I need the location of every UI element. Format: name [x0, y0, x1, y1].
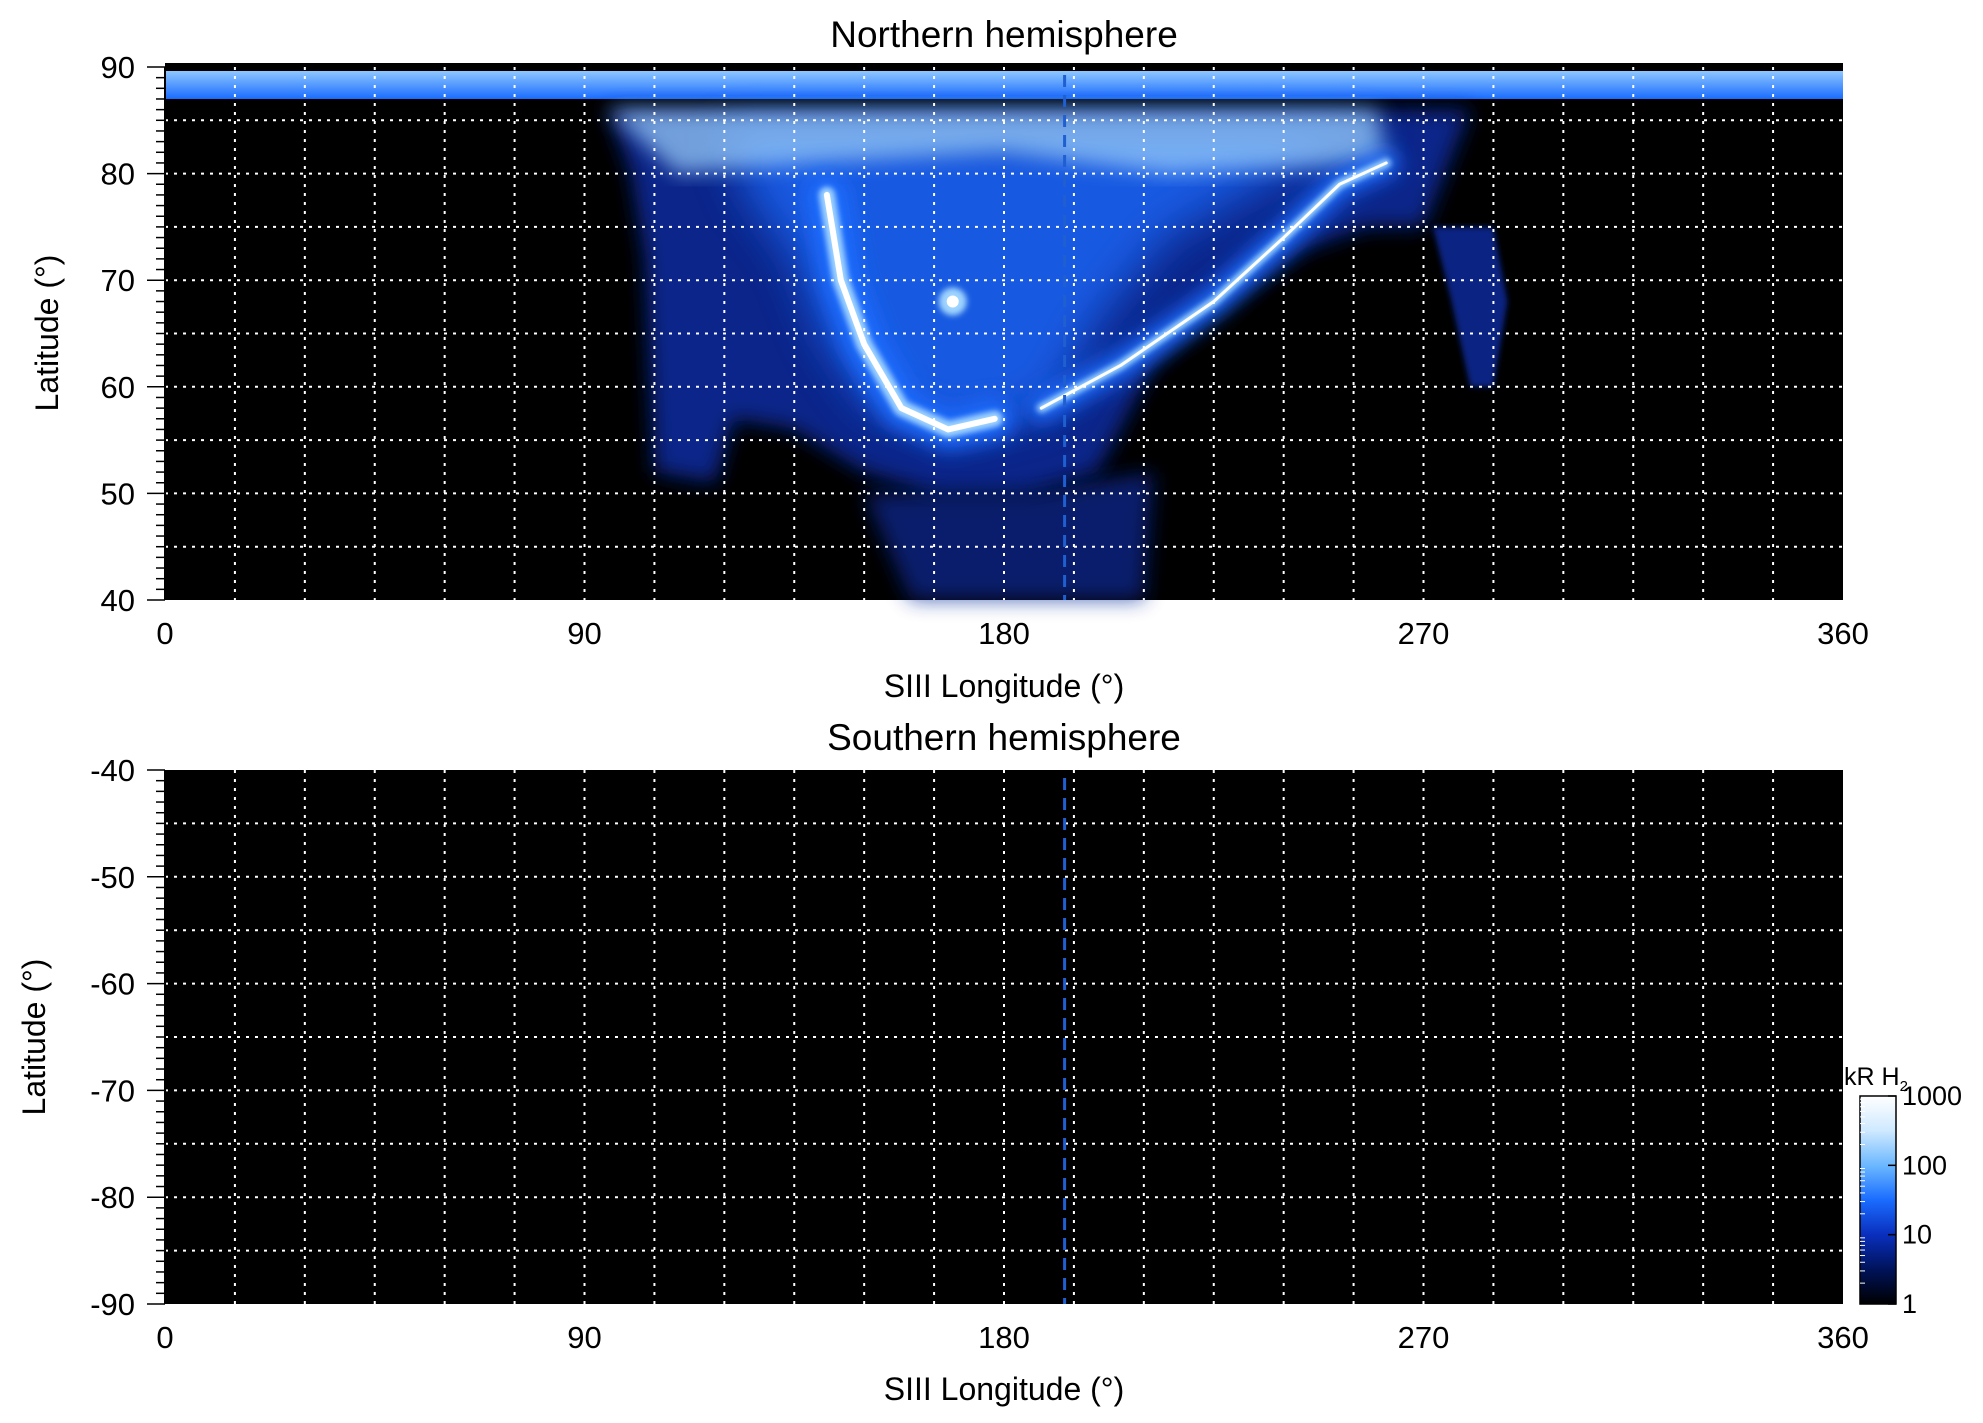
y-tick-label: 70	[101, 263, 135, 298]
colorbar-tick-label: 100	[1902, 1150, 1947, 1180]
colorbar-tick-label: 1	[1902, 1289, 1917, 1319]
x-axis-label: SIII Longitude (°)	[884, 668, 1124, 704]
colorbar-unit: kR H	[1844, 1063, 1900, 1091]
grid	[165, 67, 1843, 600]
panel-southern-hemisphere: Southern hemisphere -40 -50 -60 -70 -80 -90 0…	[16, 717, 1869, 1407]
colorbar: kR H2 1 10 100 1000	[1844, 1063, 1962, 1319]
equatorward-diffuse-emission	[864, 472, 1154, 600]
minor-ticks	[147, 66, 166, 601]
x-tick-labels: 0 90 180 270 360	[156, 1320, 1868, 1355]
y-tick-label: 50	[101, 476, 135, 511]
chart-title: Southern hemisphere	[827, 717, 1181, 758]
upper-polar-emission	[607, 109, 1387, 174]
chart-title: Northern hemisphere	[830, 14, 1178, 55]
x-tick-label: 90	[567, 1320, 601, 1355]
y-axis-label: Latitude (°)	[29, 255, 65, 412]
grid	[165, 770, 1843, 1304]
colorbar-title: kR H2	[1844, 1063, 1908, 1095]
y-tick-label: -40	[90, 753, 135, 788]
x-tick-label: 270	[1398, 616, 1450, 651]
y-tick-label: -90	[90, 1287, 135, 1322]
main-oval-dawn-core	[1039, 161, 1388, 410]
x-axis-label: SIII Longitude (°)	[884, 1371, 1124, 1407]
colorbar-tick-label: 10	[1902, 1220, 1932, 1250]
x-tick-label: 180	[978, 1320, 1030, 1355]
colorbar-gradient	[1859, 1095, 1897, 1305]
y-tick-label: -50	[90, 860, 135, 895]
x-tick-label: 360	[1817, 616, 1869, 651]
panel-northern-hemisphere: Northern hemisphere 40 50 60 70 80 90 0 90 180 2…	[29, 14, 1869, 704]
x-tick-labels: 0 90 180 270 360	[156, 616, 1868, 651]
secondary-emission-patch	[1432, 226, 1508, 387]
y-tick-label: 40	[101, 583, 135, 618]
y-tick-labels: -40 -50 -60 -70 -80 -90	[90, 753, 135, 1322]
x-tick-label: 0	[156, 616, 173, 651]
x-tick-label: 180	[978, 616, 1030, 651]
x-tick-label: 0	[156, 1320, 173, 1355]
main-oval-dusk-core	[823, 191, 998, 433]
minor-ticks	[147, 769, 166, 1305]
y-tick-label: -80	[90, 1180, 135, 1215]
y-axis-label: Latitude (°)	[16, 959, 52, 1116]
x-tick-label: 90	[567, 616, 601, 651]
y-tick-label: 80	[101, 157, 135, 192]
bright-spot	[946, 295, 959, 308]
y-tick-label: 90	[101, 50, 135, 85]
colorbar-ticks: 1 10 100 1000	[1860, 1081, 1962, 1319]
y-tick-labels: 40 50 60 70 80 90	[101, 50, 135, 618]
x-tick-label: 270	[1398, 1320, 1450, 1355]
y-tick-label: -60	[90, 967, 135, 1002]
y-tick-label: -70	[90, 1073, 135, 1108]
colorbar-tick-label: 1000	[1902, 1081, 1962, 1111]
polar-cap-band	[165, 67, 1843, 99]
y-tick-label: 60	[101, 370, 135, 405]
aurora-emission	[165, 63, 1843, 600]
colorbar-unit-subscript: 2	[1900, 1078, 1908, 1095]
x-tick-label: 360	[1817, 1320, 1869, 1355]
